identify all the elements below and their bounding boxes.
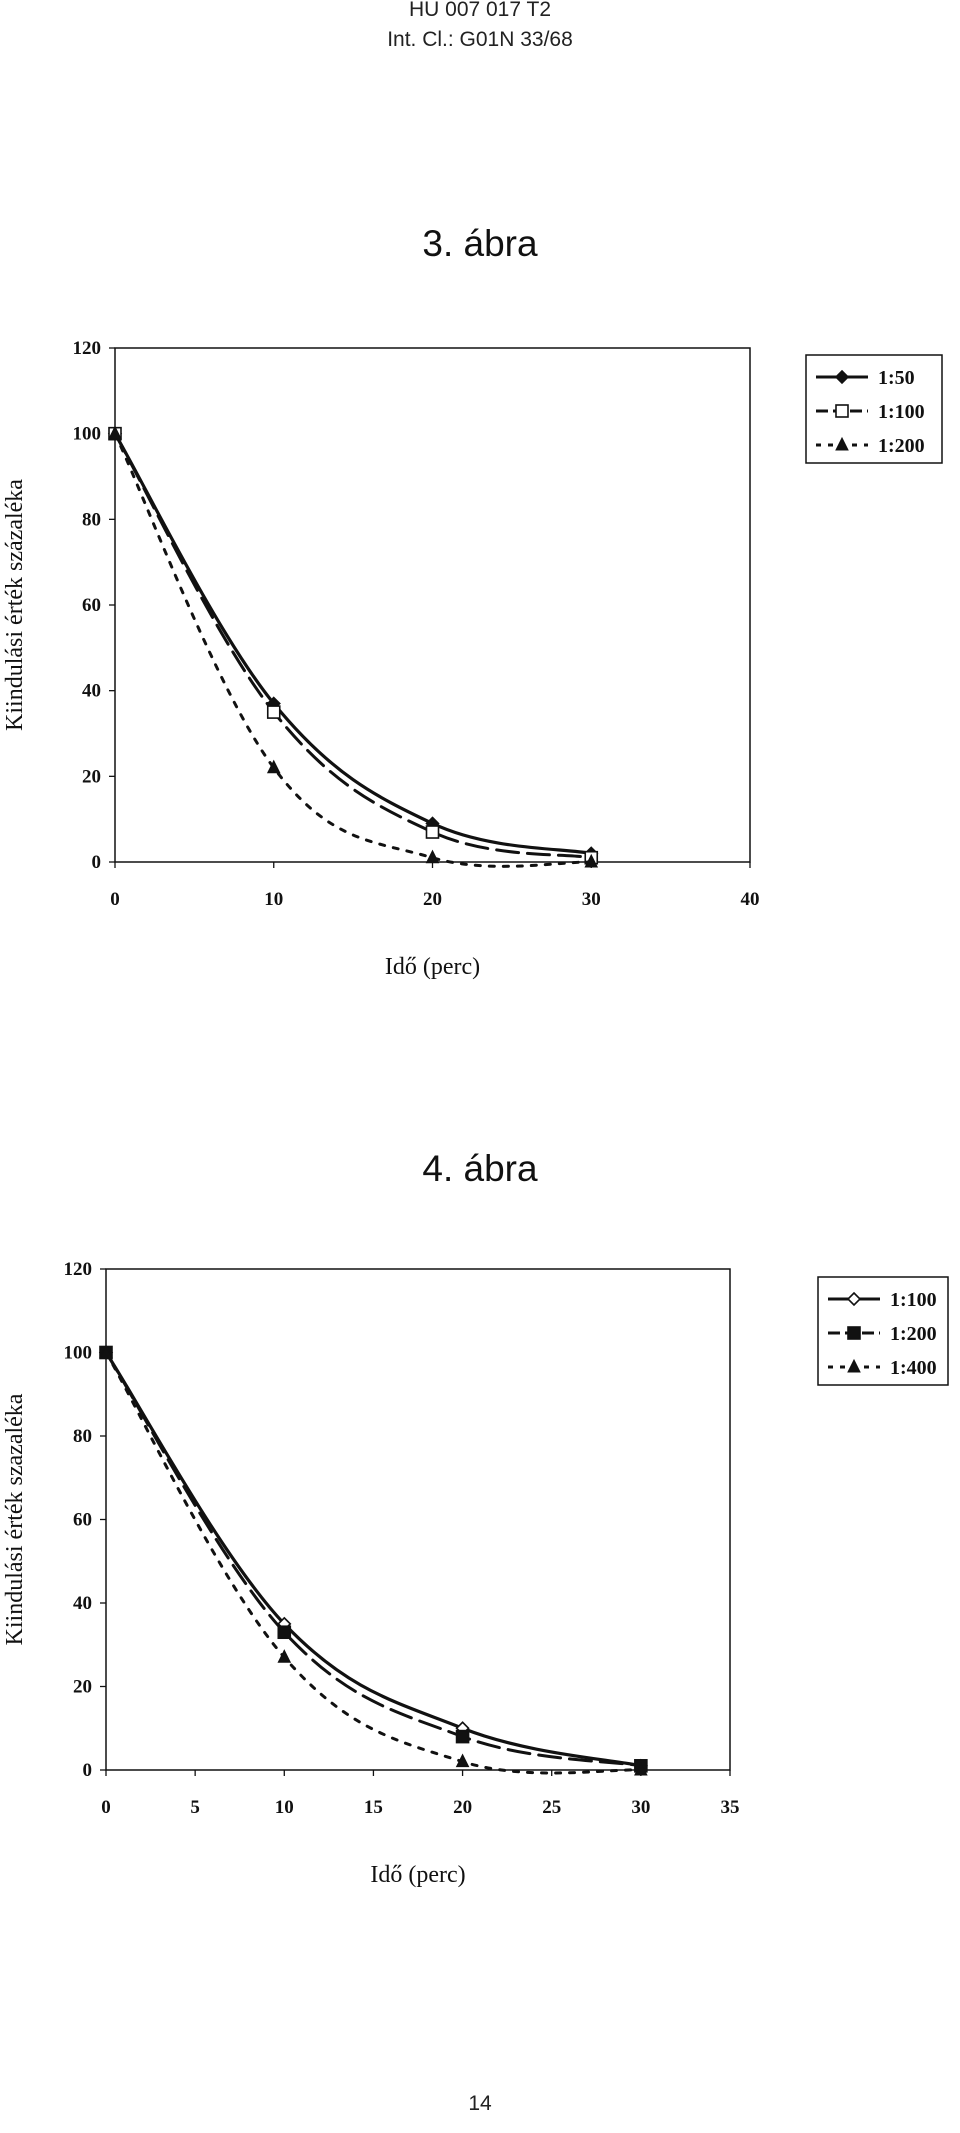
x-tick-label: 35 bbox=[721, 1797, 740, 1818]
legend-marker bbox=[848, 1327, 860, 1339]
series-line-1-200 bbox=[106, 1353, 641, 1766]
legend-label: 1:50 bbox=[878, 367, 915, 389]
x-axis-label: Idő (perc) bbox=[370, 1862, 465, 1888]
classification: Int. Cl.: G01N 33/68 bbox=[0, 28, 960, 52]
series-line-1-50 bbox=[115, 434, 591, 854]
x-tick-label: 25 bbox=[542, 1797, 561, 1818]
data-point bbox=[278, 1650, 290, 1662]
y-tick-label: 120 bbox=[64, 1259, 93, 1280]
data-point bbox=[427, 826, 439, 838]
x-tick-label: 10 bbox=[275, 1797, 294, 1818]
legend-label: 1:100 bbox=[878, 401, 925, 423]
data-point bbox=[457, 1731, 469, 1743]
page-number: 14 bbox=[0, 2092, 960, 2116]
legend-marker bbox=[836, 405, 848, 417]
x-tick-label: 10 bbox=[264, 889, 283, 910]
y-tick-label: 120 bbox=[73, 338, 102, 359]
x-tick-label: 20 bbox=[453, 1797, 472, 1818]
y-tick-label: 20 bbox=[73, 1677, 92, 1698]
figure-3-chart: 0 20 40 60 80 100 120 0 10 20 30 40 Idő (perc) Kiindu… bbox=[0, 320, 960, 1080]
figure-4-chart: 0 20 40 60 80 100 120 0 5 10 15 20 25 30 35 Idő (perc) K… bbox=[0, 1240, 960, 1920]
series-line-1-400 bbox=[106, 1353, 641, 1773]
data-point bbox=[427, 851, 439, 863]
x-tick-label: 20 bbox=[423, 889, 442, 910]
x-tick-label: 15 bbox=[364, 1797, 383, 1818]
legend-label: 1:200 bbox=[878, 435, 925, 457]
y-tick-label: 60 bbox=[82, 595, 101, 616]
y-tick-label: 80 bbox=[82, 509, 101, 530]
data-point bbox=[278, 1626, 290, 1638]
y-tick-label: 60 bbox=[73, 1510, 92, 1531]
y-tick-label: 40 bbox=[73, 1593, 92, 1614]
x-tick-label: 40 bbox=[741, 889, 760, 910]
figure-4-title: 4. ábra bbox=[0, 1148, 960, 1190]
y-tick-label: 80 bbox=[73, 1426, 92, 1447]
series-line-1-200 bbox=[115, 434, 591, 867]
y-axis-label: Kiindulási érték százaléka bbox=[2, 479, 28, 731]
series-line-1-100 bbox=[106, 1353, 641, 1766]
x-tick-label: 0 bbox=[101, 1797, 111, 1818]
x-tick-label: 30 bbox=[582, 889, 601, 910]
y-tick-label: 20 bbox=[82, 766, 101, 787]
y-axis-label: Kiindulási érték szazaléka bbox=[2, 1393, 28, 1645]
legend-label: 1:100 bbox=[890, 1289, 937, 1311]
series-line-1-100 bbox=[115, 434, 591, 858]
data-point bbox=[268, 706, 280, 718]
y-tick-label: 100 bbox=[64, 1343, 93, 1364]
y-tick-label: 0 bbox=[83, 1760, 93, 1781]
legend-label: 1:400 bbox=[890, 1357, 937, 1379]
x-tick-label: 0 bbox=[110, 889, 120, 910]
x-axis-label: Idő (perc) bbox=[385, 954, 480, 980]
y-tick-label: 0 bbox=[92, 852, 102, 873]
patent-number: HU 007 017 T2 bbox=[0, 0, 960, 22]
y-tick-label: 40 bbox=[82, 681, 101, 702]
x-tick-label: 5 bbox=[190, 1797, 200, 1818]
plot-area bbox=[106, 1269, 730, 1770]
figure-3-title: 3. ábra bbox=[0, 223, 960, 265]
x-tick-label: 30 bbox=[631, 1797, 650, 1818]
y-tick-label: 100 bbox=[73, 424, 102, 445]
legend-label: 1:200 bbox=[890, 1323, 937, 1345]
